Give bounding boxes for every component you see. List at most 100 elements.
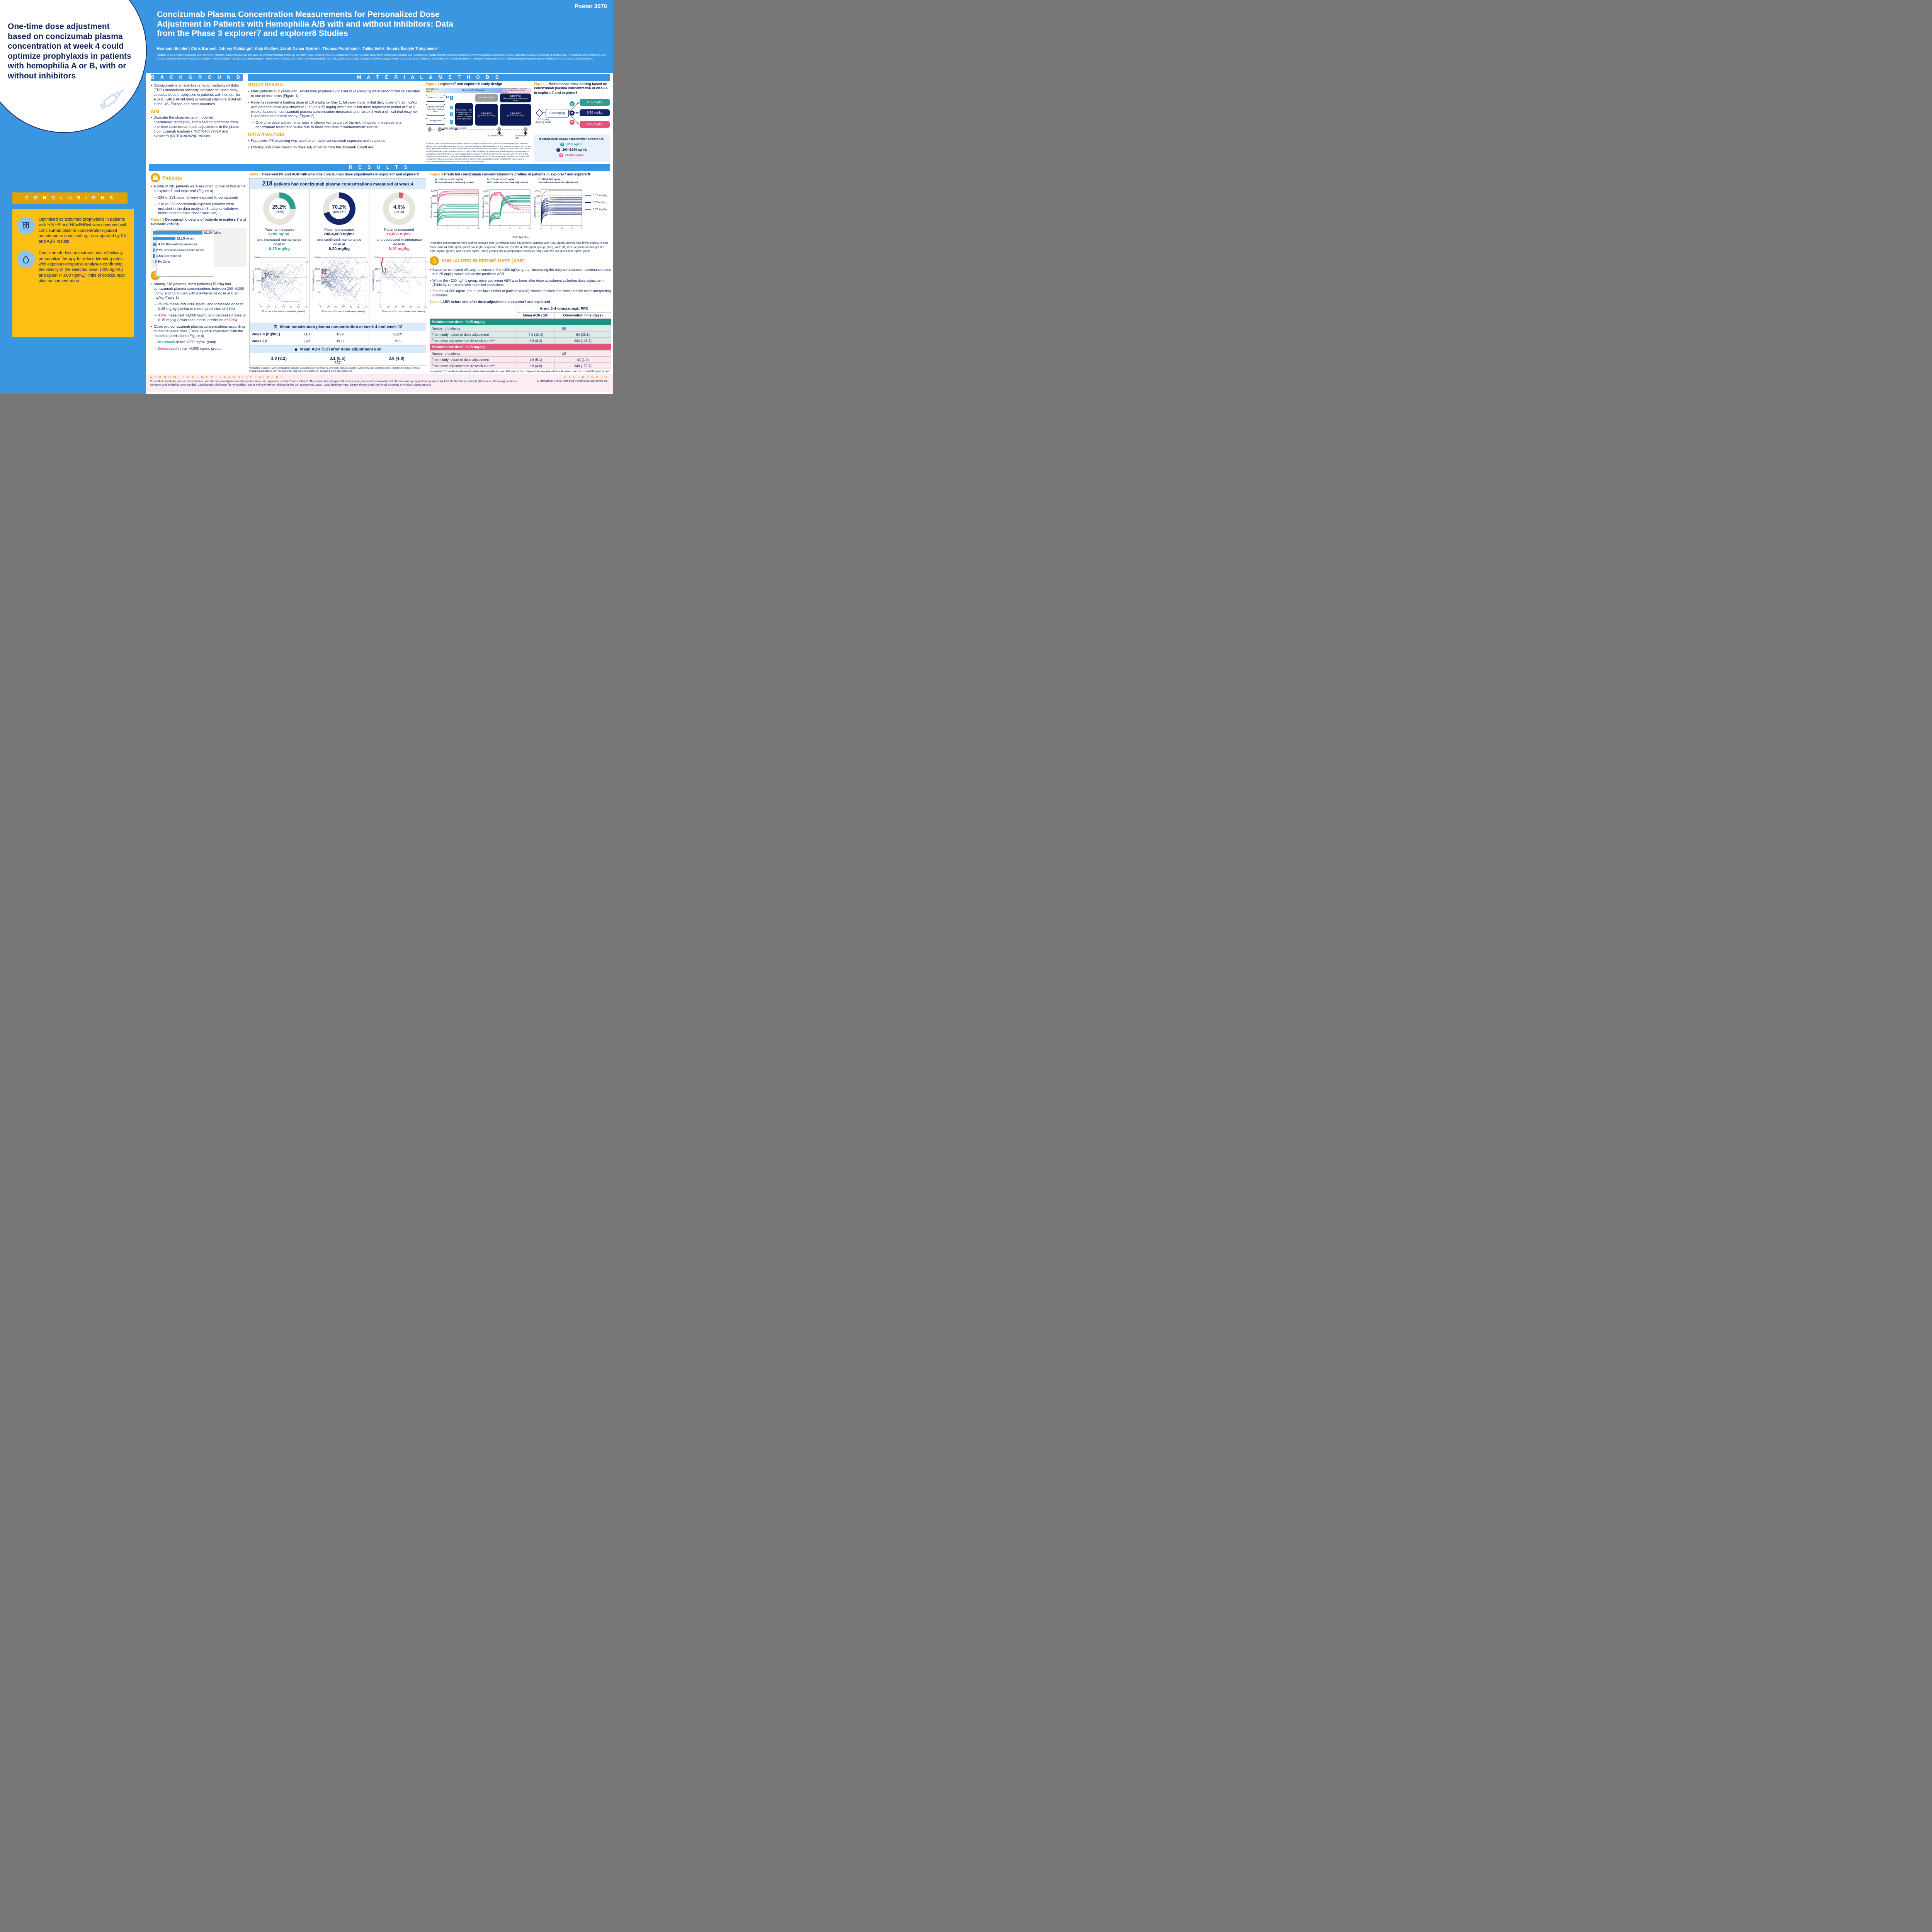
svg-text:60: 60 [342, 306, 345, 308]
table2-row: Number of patients 55 [429, 325, 611, 332]
material-methods-banner: M A T E R I A L & M E T H O D S [248, 74, 610, 81]
table1-banner: 218 patients had concizumab plasma conce… [250, 179, 426, 190]
poster-number: Poster 3070 [574, 3, 607, 10]
svg-text:4000: 4000 [306, 261, 308, 264]
figure2-branch-a: A [570, 101, 575, 106]
background-bullet: Concizumab is an anti-tissue factor path… [153, 83, 242, 106]
legend-swatch-020 [585, 202, 591, 203]
svg-text:100: 100 [433, 216, 437, 218]
acknowledgements-text: The authors thank the patients, their fa… [150, 380, 517, 387]
table2-row: Number of patients 10 [429, 350, 611, 357]
conclusion-item-2: Concizumab dose adjustment can effective… [17, 250, 129, 284]
figure4-caption: Predicted concentration-time profiles sh… [430, 241, 608, 253]
table1-donut-row: 25.2% (n=55) Patients measured <200 ng/mL… [250, 189, 432, 323]
svg-text:4000: 4000 [426, 261, 427, 264]
table1-footnote: ᵃIncluding 3 patients with concizumab pl… [249, 366, 420, 373]
figure1-box-other: Other patientsᵇ [426, 118, 445, 125]
figure1-phase-screening: Screening (3 weeks) [426, 88, 444, 93]
figure1-cutoff56-label: 56-week cut-offᵈ [515, 135, 528, 140]
svg-text:1000: 1000 [375, 268, 379, 270]
table1-title: Table 1 Observed PK and ABR with one-tim… [249, 172, 419, 176]
abr-bullet-2: Within the <200 ng/mL group, observed me… [432, 278, 604, 287]
svg-text:Time since first concizumab do: Time since first concizumab dose (weeks) [262, 311, 305, 313]
svg-text:4000: 4000 [484, 195, 488, 197]
data-analysis-heading: DATA ANALYSIS [248, 132, 284, 137]
abr-bullet-1: Based on simulated efficacy outcomes in … [432, 268, 611, 276]
patients-sub-2: 218 of 226 concizumab-exposed patients w… [158, 202, 238, 216]
svg-text:0: 0 [540, 228, 541, 230]
study-design-heading: STUDY DESIGN [248, 82, 283, 87]
figure1-noppx-box: No PPX (OnD) [475, 94, 498, 102]
background-aim-banner: B A C K G R O U N D & A I M [151, 74, 243, 87]
table1-group-3: 4.6% (n=10) Patients measured >4,000 ng/m… [369, 189, 432, 323]
figure1-dosing-box: CZM dosing — Day 1: loading dose (1.0 mg… [455, 103, 473, 126]
table2-row: From study restart to dose adjustment 1.6… [429, 356, 612, 363]
table1-conc-header: Mean concizumab plasma concentration at … [250, 322, 426, 331]
pk-sub-1: 25.2% measured <200 ng/mL and increased … [158, 302, 243, 311]
svg-text:1000: 1000 [432, 203, 437, 205]
svg-text:0: 0 [320, 306, 321, 308]
table1-group-1: 25.2% (n=55) Patients measured <200 ng/mL… [250, 189, 312, 323]
conclusion-2-text: Concizumab dose adjustment can effective… [39, 251, 125, 283]
svg-text:200: 200 [306, 276, 308, 279]
svg-text:10000: 10000 [534, 190, 540, 192]
figure1-timeline [428, 127, 529, 135]
headline-text: One-time dose adjustment based on conciz… [8, 22, 131, 81]
patients-bullet: A total of 281 patients were assigned to… [153, 184, 245, 193]
conclusions-box: Optimized concizumab prophylaxis in pati… [12, 209, 134, 337]
svg-text:1000: 1000 [484, 203, 488, 205]
droplet-icon [17, 250, 35, 269]
svg-text:100: 100 [316, 280, 320, 282]
data-analysis-bullet-2: Efficacy outcomes based on dose adjustme… [251, 145, 374, 150]
table2-row: From dose adjustment to 32-week cut-offᵃ… [429, 337, 612, 344]
poster-affiliations: ¹Institute of Clinical Hemostaseology an… [157, 54, 606, 60]
pk-sub-2: 4.6% measured >4,000 ng/mL and decreased… [158, 313, 246, 322]
patients-icon [151, 173, 160, 182]
svg-text:10000: 10000 [431, 190, 437, 192]
svg-text:0: 0 [437, 228, 438, 230]
table1-group-2: 70.2% (n=153ᵃ) Patients measured 200-4,00… [310, 189, 372, 323]
svg-text:Concizumab (ng/mL): Concizumab (ng/mL) [313, 270, 315, 291]
poster-title: Concizumab Plasma Concentration Measurem… [157, 10, 453, 38]
table1-panel: 218 patients had concizumab plasma conce… [249, 178, 432, 366]
svg-text:20: 20 [581, 228, 583, 230]
figure3-bar [153, 248, 155, 252]
table1-conc-table: Week 4 (ng/mL) 110 629 5,525 Week 12 298 6… [250, 330, 426, 345]
study-design-section: STUDY DESIGN • Male patients ≥12 years wi… [248, 82, 423, 152]
figure2-dose-c: 0.15 mg/kg [580, 121, 610, 128]
figure2-start-dose: 0.20 mg/kg [546, 109, 569, 117]
figure2-diagram: 1.0 mg/kg (loading dose) 0.20 mg/kg A B … [534, 97, 610, 132]
svg-text:120: 120 [424, 306, 427, 308]
svg-text:80: 80 [290, 306, 292, 308]
aim-heading: AIM [151, 109, 159, 114]
study-design-bullet-2: Patients received a loading dose of 1.0 … [251, 100, 418, 119]
figure1-phase-main: Main part (24–32 weeks) [444, 88, 502, 93]
figure2-legend-title: If concizumab plasma concentration at we… [539, 137, 605, 141]
poster-authors: Hermann Eichler¹, Chris Barnes², Johnny … [157, 47, 439, 51]
conclusion-item-1: Optimized concizumab prophylaxis in pati… [17, 217, 129, 244]
poster-page: Poster 3070 Concizumab Plasma Concentrat… [0, 0, 613, 394]
legend-a-icon: A [560, 142, 565, 146]
svg-text:80: 80 [350, 306, 352, 308]
table2-title: Table 2 ABR before and after dose adjust… [430, 299, 550, 304]
abr-heading: ANNUALIZED BLEEDING RATE (ABR) [441, 258, 525, 264]
svg-text:40: 40 [395, 306, 397, 308]
figure4-panel-c: C. 200-4,000 ng/mL; No maintenance dose a… [534, 178, 583, 230]
data-analysis-bullet-1: Population PK modeling was used to simul… [251, 139, 386, 143]
svg-text:20: 20 [267, 306, 270, 308]
figure3-bar [153, 243, 157, 247]
figure3-title: Figure 3 Demographic details of patients… [151, 218, 246, 226]
figure2-dose-a: 0.25 mg/kg [580, 99, 610, 106]
figure1-arm-3: 3 [450, 112, 453, 116]
figure2-legend: If concizumab plasma concentration at we… [534, 134, 610, 162]
svg-text:10000: 10000 [314, 257, 320, 259]
table1-section: Table 1 Observed PK and ABR with one-tim… [249, 172, 432, 373]
legend-a-text: <200 ng/mL [566, 143, 583, 146]
table2: Arms 2-4 concizumab PPX Mean ABR (SD) Ob… [429, 305, 612, 369]
svg-text:10: 10 [317, 291, 320, 294]
figure4-xlabel: Time (weeks) [512, 236, 529, 239]
svg-text:200: 200 [366, 276, 367, 279]
svg-text:100: 100 [485, 216, 488, 218]
svg-text:4000: 4000 [432, 195, 437, 197]
svg-text:5: 5 [447, 228, 448, 230]
